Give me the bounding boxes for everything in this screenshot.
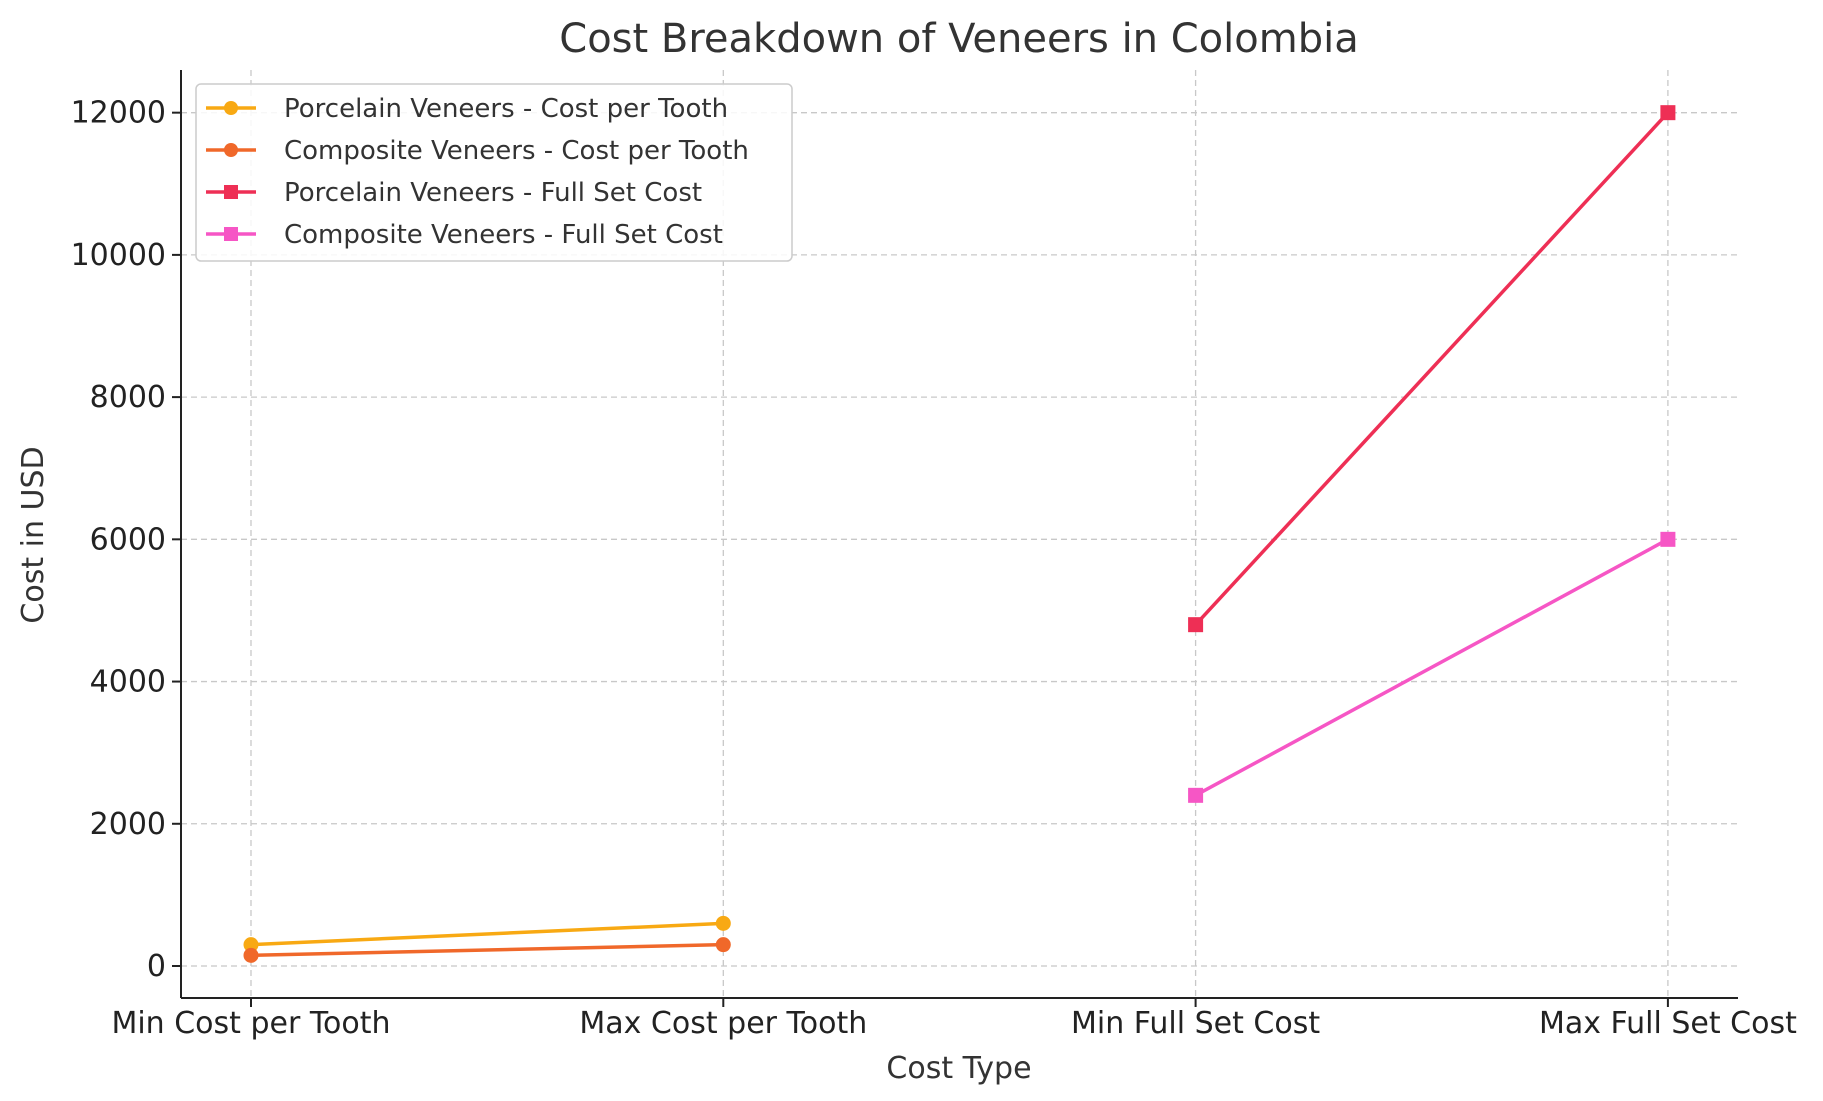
x-tick-label: Min Cost per Tooth (111, 1006, 390, 1041)
axes: Min Cost per Tooth Max Cost per Tooth Min … (71, 70, 1797, 1041)
data-point (1660, 105, 1676, 121)
series-line-2 (1194, 111, 1670, 626)
y-tick-label: 2000 (90, 807, 166, 842)
legend-marker (224, 227, 238, 241)
y-tick-label: 4000 (90, 665, 166, 700)
x-axis-label: Cost Type (886, 1051, 1031, 1086)
legend-label: Porcelain Veneers - Cost per Tooth (284, 94, 728, 124)
legend-label: Composite Veneers - Full Set Cost (284, 220, 723, 250)
x-tick-label: Max Cost per Tooth (579, 1006, 867, 1041)
y-tick-label: 12000 (71, 96, 166, 131)
series-line-1 (250, 942, 724, 958)
x-tick-label: Max Full Set Cost (1539, 1006, 1797, 1041)
data-point (1660, 531, 1676, 547)
data-point (243, 937, 259, 953)
legend-marker (224, 101, 238, 115)
y-axis-label: Cost in USD (16, 446, 51, 623)
data-point (715, 937, 731, 953)
legend-label: Composite Veneers - Cost per Tooth (284, 136, 749, 166)
series-line-0 (250, 921, 724, 947)
legend-frame (195, 83, 793, 262)
legend: Porcelain Veneers - Cost per Tooth Compos… (195, 83, 793, 262)
data-point (1188, 787, 1204, 803)
data-point (1188, 617, 1204, 633)
data-point (715, 915, 731, 931)
plot-area (243, 105, 1676, 963)
y-tick-label: 6000 (90, 522, 166, 557)
y-tick-label: 8000 (90, 380, 166, 415)
data-point (243, 947, 259, 963)
legend-label: Porcelain Veneers - Full Set Cost (284, 178, 702, 208)
y-tick-label: 0 (147, 949, 166, 984)
series-line-3 (1194, 537, 1669, 797)
legend-marker (224, 185, 238, 199)
legend-marker (224, 143, 238, 157)
y-tick-label: 10000 (71, 238, 166, 273)
chart-title: Cost Breakdown of Veneers in Colombia (559, 16, 1358, 62)
x-tick-label: Min Full Set Cost (1071, 1006, 1320, 1041)
